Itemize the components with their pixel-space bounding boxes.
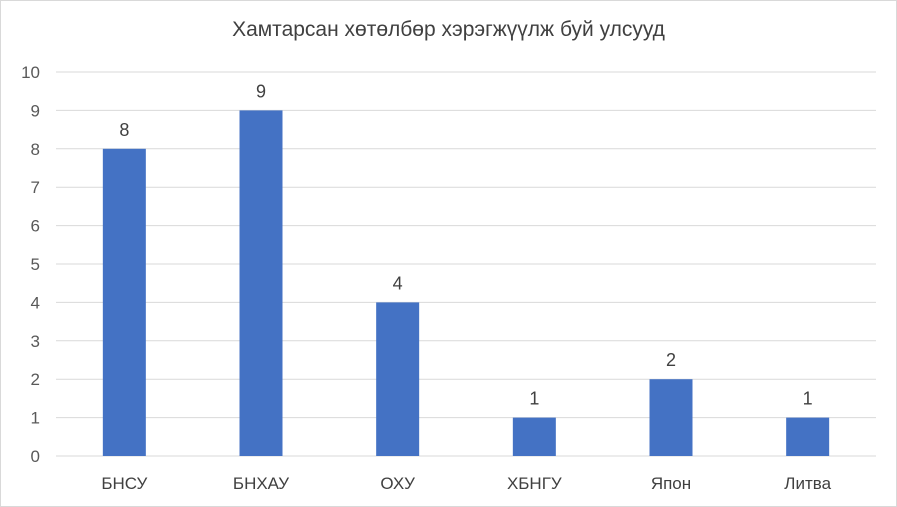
category-label: ХБНГУ xyxy=(507,474,562,493)
y-tick-label: 4 xyxy=(31,293,40,312)
data-label: 2 xyxy=(666,350,676,370)
y-tick-label: 5 xyxy=(31,255,40,274)
bar xyxy=(786,417,830,456)
gridlines xyxy=(56,71,876,457)
y-tick-label: 8 xyxy=(31,140,40,159)
data-label: 4 xyxy=(393,273,403,293)
y-tick-label: 1 xyxy=(31,409,40,428)
y-tick-label: 2 xyxy=(31,370,40,389)
y-axis-ticks: 0 1 2 3 4 5 6 7 8 9 10 xyxy=(21,63,40,466)
data-label: 1 xyxy=(803,389,813,409)
y-tick-label: 9 xyxy=(31,101,40,120)
y-tick-label: 3 xyxy=(31,332,40,351)
bar xyxy=(649,379,693,456)
category-label: БНСУ xyxy=(101,474,147,493)
category-label: Япон xyxy=(651,474,691,493)
bar xyxy=(102,148,146,457)
y-tick-label: 7 xyxy=(31,178,40,197)
bar xyxy=(512,417,556,456)
chart-title: Хамтарсан хөтөлбөр хэрэгжүүлж буй улсууд xyxy=(232,18,665,41)
data-labels: 8 9 4 1 2 1 xyxy=(119,81,812,408)
category-label: ОХУ xyxy=(380,474,415,493)
bar xyxy=(376,302,420,456)
bar xyxy=(239,110,283,457)
data-label: 8 xyxy=(119,120,129,140)
category-label: БНХАУ xyxy=(233,474,289,493)
data-label: 9 xyxy=(256,81,266,101)
category-label: Литва xyxy=(784,474,831,493)
y-tick-label: 10 xyxy=(21,63,40,82)
data-label: 1 xyxy=(529,389,539,409)
bars xyxy=(102,110,830,457)
y-tick-label: 6 xyxy=(31,217,40,236)
category-labels: БНСУ БНХАУ ОХУ ХБНГУ Япон Литва xyxy=(101,474,831,493)
y-tick-label: 0 xyxy=(31,447,40,466)
